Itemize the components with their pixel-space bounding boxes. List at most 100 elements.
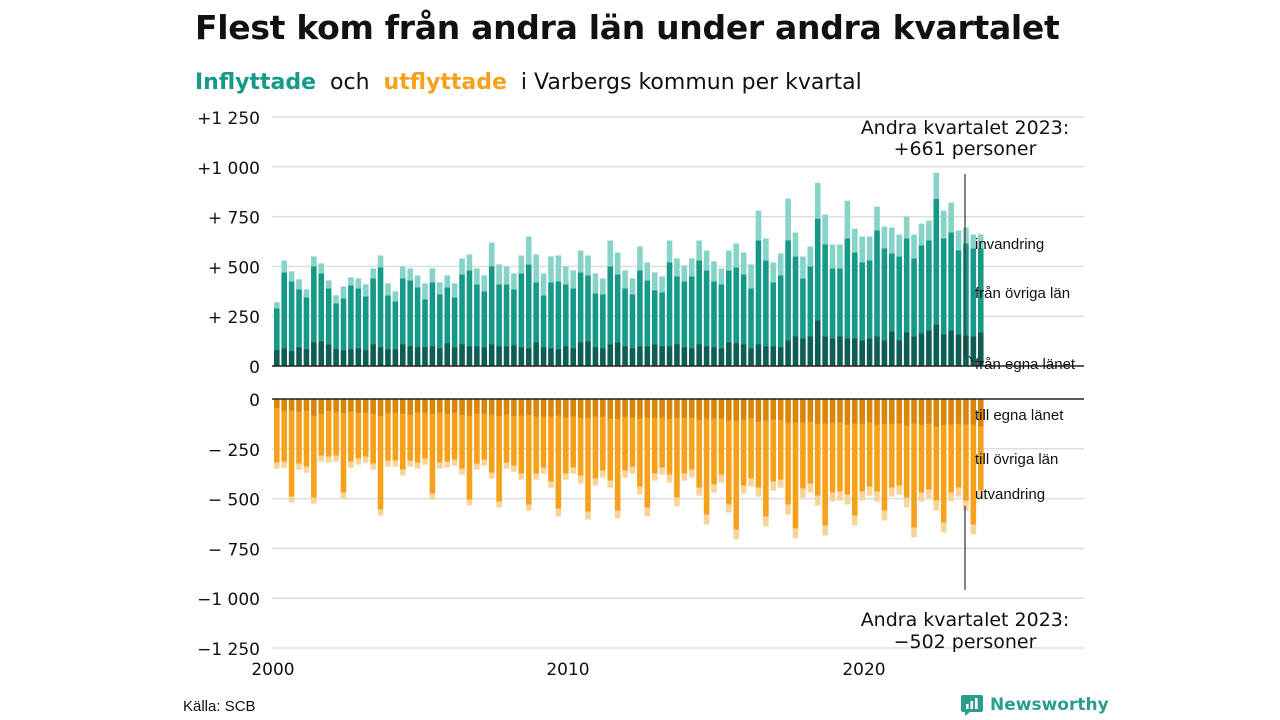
bar-out-1	[688, 417, 695, 470]
bar-in-1	[659, 292, 665, 347]
bar-in-0	[466, 346, 473, 366]
bar-out-2	[859, 491, 865, 501]
bar-out-1	[333, 411, 339, 456]
bar-out-2	[926, 489, 932, 499]
bar-in-2	[681, 265, 688, 282]
bar-out-0	[955, 399, 962, 424]
bar-in-0	[933, 324, 940, 366]
bar-out-2	[570, 467, 576, 474]
bar-out-1	[466, 415, 473, 500]
bar-out-1	[607, 418, 614, 481]
bar-in-1	[385, 295, 391, 350]
bar-in-0	[903, 332, 910, 366]
annotation-bottom-line2: −502 personer	[894, 631, 1037, 653]
x-tick-label: 2010	[546, 660, 589, 680]
bar-out-2	[407, 460, 413, 467]
bar-out-0	[711, 399, 717, 419]
bar-out-0	[666, 399, 673, 419]
bar-in-2	[977, 234, 984, 249]
bar-out-0	[503, 399, 510, 415]
bar-in-1	[874, 230, 880, 337]
bar-in-2	[755, 210, 762, 241]
bar-in-0	[444, 343, 451, 366]
bar-out-1	[585, 417, 591, 512]
bar-in-2	[355, 278, 362, 289]
bar-in-1	[681, 281, 688, 348]
bar-in-1	[511, 289, 517, 346]
bar-in-0	[629, 348, 636, 366]
bar-out-2	[881, 510, 888, 521]
bar-in-0	[881, 340, 888, 366]
bar-in-1	[711, 281, 717, 348]
bar-out-2	[792, 528, 799, 539]
bar-out-0	[355, 399, 362, 413]
bar-out-2	[755, 487, 762, 497]
bar-in-0	[970, 336, 977, 366]
bar-out-2	[777, 479, 784, 488]
bar-out-2	[726, 504, 732, 513]
bar-out-0	[703, 399, 710, 419]
bar-in-1	[348, 285, 354, 350]
bar-in-2	[874, 206, 880, 231]
bar-in-1	[488, 266, 495, 345]
y-tick-label: + 750	[208, 209, 260, 229]
logo-name: Newsworthy	[990, 695, 1109, 715]
bar-in-1	[555, 281, 562, 350]
bar-out-2	[518, 473, 525, 480]
bar-in-1	[970, 248, 977, 337]
bar-out-0	[674, 399, 680, 418]
bar-out-2	[466, 499, 473, 506]
bar-out-0	[859, 399, 865, 424]
label-fran-ovriga-lan: från övriga län	[975, 285, 1070, 302]
bar-in-1	[392, 301, 399, 350]
bar-out-1	[726, 420, 732, 505]
bar-in-1	[763, 260, 769, 347]
bar-in-0	[940, 334, 947, 366]
bar-in-1	[963, 243, 969, 336]
bar-out-1	[644, 417, 651, 508]
bar-out-2	[763, 516, 769, 527]
bar-in-0	[511, 345, 517, 366]
bar-out-2	[422, 458, 428, 465]
bar-in-0	[518, 347, 525, 366]
bar-out-2	[437, 462, 443, 469]
bar-in-0	[311, 342, 317, 366]
bar-in-0	[800, 338, 806, 366]
bar-out-1	[548, 416, 554, 482]
bar-in-2	[511, 273, 517, 290]
bar-out-1	[866, 422, 873, 487]
bar-in-1	[311, 266, 317, 343]
bar-in-0	[726, 342, 732, 366]
bar-out-0	[777, 399, 784, 420]
y-tick-label: + 250	[208, 308, 260, 328]
bar-out-2	[748, 478, 754, 487]
bar-in-2	[696, 240, 702, 261]
bar-in-1	[318, 273, 325, 342]
bar-out-2	[948, 492, 954, 502]
bar-in-0	[570, 348, 576, 366]
bar-out-1	[733, 420, 740, 530]
subtitle-rest: i Varbergs kommun per kvartal	[520, 70, 862, 95]
bar-out-0	[385, 399, 391, 413]
bar-out-0	[459, 399, 465, 415]
bar-in-0	[585, 341, 591, 366]
bar-in-2	[688, 258, 695, 277]
bar-in-0	[607, 344, 614, 366]
y-tick-label: − 500	[208, 491, 260, 511]
bar-in-2	[392, 291, 399, 302]
bar-in-1	[637, 270, 643, 347]
newsworthy-logo[interactable]: Newsworthy	[960, 692, 1109, 718]
bar-out-0	[659, 399, 665, 418]
bar-in-0	[288, 351, 295, 366]
bar-out-2	[399, 469, 406, 476]
bar-in-0	[777, 347, 784, 366]
bar-in-2	[274, 302, 280, 309]
bar-in-2	[933, 172, 940, 199]
bar-in-0	[429, 346, 436, 366]
bar-out-1	[496, 415, 502, 502]
annotation-bottom-line1: Andra kvartalet 2023:	[861, 609, 1070, 631]
bar-out-0	[889, 399, 895, 424]
bar-in-1	[288, 281, 295, 352]
bar-out-0	[585, 399, 591, 418]
bar-in-1	[785, 240, 791, 341]
